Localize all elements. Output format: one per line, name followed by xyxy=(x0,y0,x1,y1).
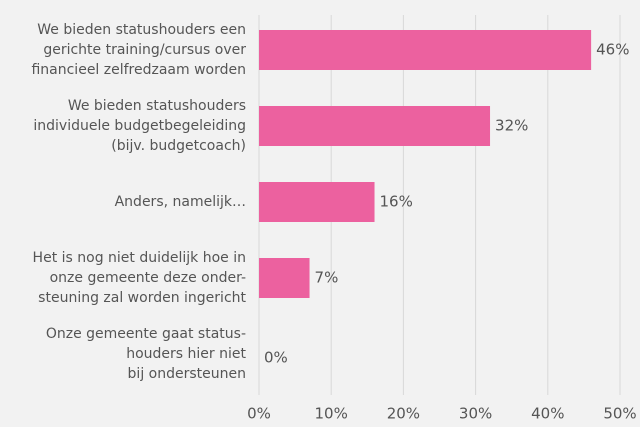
y-tick-label: individuele budgetbegeleiding xyxy=(33,118,246,134)
y-tick-label: We bieden statushouders xyxy=(68,98,246,114)
y-tick-label: gerichte training/cursus over xyxy=(43,42,246,58)
bar xyxy=(259,182,375,222)
y-tick-label: bij ondersteunen xyxy=(128,366,246,382)
bar xyxy=(259,258,310,298)
x-tick-label: 40% xyxy=(531,405,564,423)
x-tick-label: 0% xyxy=(247,405,271,423)
y-tick-label: financieel zelfredzaam worden xyxy=(31,62,246,78)
data-label: 46% xyxy=(596,41,629,59)
y-tick-label: (bijv. budgetcoach) xyxy=(111,138,246,154)
y-tick-label: houders hier niet xyxy=(126,346,246,362)
data-label: 32% xyxy=(495,117,528,135)
y-tick-label: Onze gemeente gaat status- xyxy=(46,326,246,342)
x-tick-label: 20% xyxy=(387,405,420,423)
data-label: 7% xyxy=(315,269,339,287)
x-tick-label: 50% xyxy=(603,405,636,423)
x-tick-label: 10% xyxy=(315,405,348,423)
y-tick-label: We bieden statushouders een xyxy=(37,22,246,38)
data-label: 0% xyxy=(264,349,288,367)
y-tick-label: onze gemeente deze onder- xyxy=(50,270,246,286)
x-tick-label: 30% xyxy=(459,405,492,423)
y-tick-label: Het is nog niet duidelijk hoe in xyxy=(33,250,246,266)
y-tick-label: Anders, namelijk… xyxy=(115,194,246,210)
y-tick-label: steuning zal worden ingericht xyxy=(38,290,246,306)
data-label: 16% xyxy=(380,193,413,211)
bar xyxy=(259,30,592,70)
bar xyxy=(259,106,491,146)
